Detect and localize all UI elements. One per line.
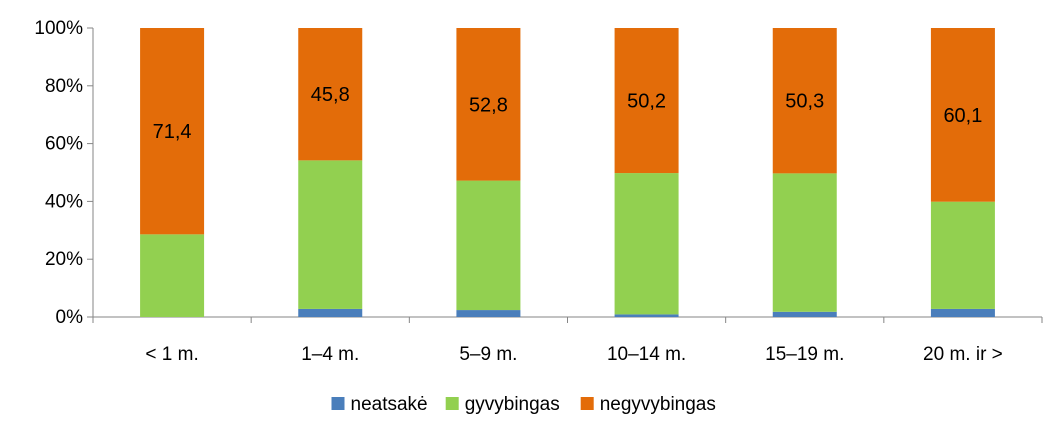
x-tick-label: 20 m. ir > <box>923 344 1003 365</box>
bar-segment <box>772 28 837 174</box>
x-tick-label: < 1 m. <box>145 344 198 365</box>
data-label: 45,8 <box>311 84 350 106</box>
bar-segment <box>140 28 205 235</box>
legend: neatsakė gyvybingas negyvybingas <box>331 394 716 415</box>
x-tick-label: 10–14 m. <box>607 344 686 365</box>
y-tick-label: 40% <box>45 191 83 212</box>
legend-item: negyvybingas <box>580 394 716 415</box>
y-tick-label: 0% <box>56 307 84 328</box>
data-label: 71,4 <box>153 121 192 143</box>
bar-segment <box>456 180 521 311</box>
y-tick-label: 20% <box>45 249 83 270</box>
bar-segment <box>614 314 679 317</box>
data-label: 60,1 <box>943 105 982 127</box>
y-tick-label: 100% <box>34 18 83 39</box>
x-tick-label: 15–19 m. <box>765 344 844 365</box>
data-label: 52,8 <box>469 94 508 116</box>
bar-segment <box>930 201 995 309</box>
legend-swatch <box>445 397 459 410</box>
bar-segment <box>456 28 521 181</box>
legend-swatch <box>580 397 594 410</box>
legend-item: neatsakė <box>331 394 428 415</box>
bar-segment <box>456 310 521 317</box>
bar-segment <box>614 28 679 174</box>
y-tick-label: 80% <box>45 76 83 97</box>
bar-segment <box>298 308 363 317</box>
bar-segment <box>772 311 837 317</box>
legend-label: gyvybingas <box>465 394 560 415</box>
y-tick-label: 60% <box>45 134 83 155</box>
legend-swatch <box>331 397 345 410</box>
data-label: 50,3 <box>785 91 824 113</box>
x-tick-label: 5–9 m. <box>459 344 517 365</box>
bar-segment <box>298 160 363 309</box>
data-label: 50,2 <box>627 91 666 113</box>
legend-label: negyvybingas <box>600 394 716 415</box>
bar-segment <box>772 173 837 312</box>
bars <box>140 28 995 317</box>
bar-segment <box>140 234 205 317</box>
bar-segment <box>930 308 995 317</box>
bar-segment <box>614 173 679 315</box>
x-tick-label: 1–4 m. <box>301 344 359 365</box>
axes: 0% 20% 40% 60% 80% 100% < 1 m. 1–4 m. 5–9 m. 10–1… <box>34 18 1043 365</box>
data-labels: 71,4 45,8 52,8 50,2 50,3 60,1 <box>153 84 983 143</box>
bar-segment <box>298 28 363 161</box>
legend-label: neatsakė <box>351 394 428 415</box>
bar-segment <box>930 28 995 202</box>
legend-item: gyvybingas <box>445 394 560 415</box>
